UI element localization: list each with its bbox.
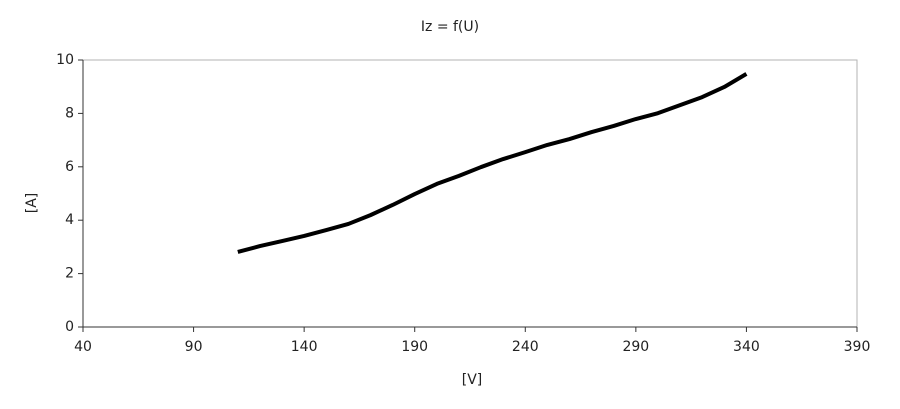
x-tick-label: 340: [733, 339, 760, 355]
y-tick-label: 6: [65, 159, 74, 175]
x-tick-label: 90: [185, 339, 203, 355]
x-tick-label: 390: [844, 339, 871, 355]
y-tick-label: 4: [65, 212, 74, 228]
x-tick-label: 140: [291, 339, 318, 355]
y-tick-label: 10: [56, 52, 74, 68]
plot-frame: [82, 59, 858, 328]
y-tick-label: 2: [65, 266, 74, 282]
y-tick-label: 8: [65, 105, 74, 121]
chart-title: Iz = f(U): [421, 19, 479, 35]
x-axis-label: [V]: [462, 372, 483, 388]
data-line: [237, 72, 748, 254]
x-tick-label: 190: [401, 339, 428, 355]
x-tick-label: 40: [74, 339, 92, 355]
x-tick-label: 240: [512, 339, 539, 355]
y-tick-label: 0: [65, 319, 74, 335]
y-axis-label: [A]: [24, 193, 40, 214]
x-tick-label: 290: [622, 339, 649, 355]
